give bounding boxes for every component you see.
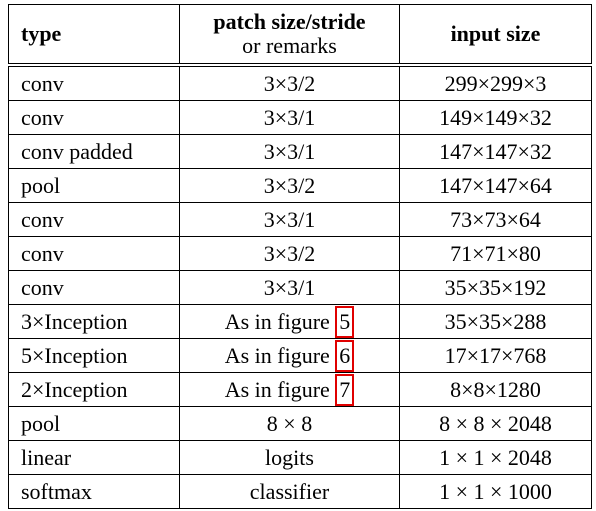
table-cell: 5×Inception xyxy=(8,338,180,373)
table-row: conv 3×3/1 149×149×32 xyxy=(8,100,592,135)
table-cell: pool xyxy=(8,406,180,441)
table-row: linear logits 1 × 1 × 2048 xyxy=(8,440,592,475)
table-cell: conv xyxy=(8,64,180,101)
table-row: conv 3×3/1 73×73×64 xyxy=(8,202,592,237)
table-cell: linear xyxy=(8,440,180,475)
header-row: type patch size/stride or remarks input s… xyxy=(8,4,592,67)
table-row: 3×Inception As in figure 5 35×35×288 xyxy=(8,304,592,339)
cell-text: As in figure xyxy=(224,342,330,368)
table-cell: 149×149×32 xyxy=(399,100,592,135)
table-cell: As in figure 5 xyxy=(179,304,400,339)
table-cell: 73×73×64 xyxy=(399,202,592,237)
table-cell: pool xyxy=(8,168,180,203)
table-container: type patch size/stride or remarks input s… xyxy=(8,4,592,509)
table-row: pool 3×3/2 147×147×64 xyxy=(8,168,592,203)
table-cell: 3×3/2 xyxy=(179,168,400,203)
table-cell: logits xyxy=(179,440,400,475)
table-cell: 2×Inception xyxy=(8,372,180,407)
table-cell: 8 × 8 × 2048 xyxy=(399,406,592,441)
header-subtext: or remarks xyxy=(242,33,337,58)
header-text: patch size/stride xyxy=(213,9,366,34)
table-cell: 147×147×32 xyxy=(399,134,592,169)
table-row: softmax classifier 1 × 1 × 1000 xyxy=(8,474,592,509)
table-cell: 1 × 1 × 2048 xyxy=(399,440,592,475)
table-cell: 1 × 1 × 1000 xyxy=(399,474,592,509)
table-row: conv 3×3/2 71×71×80 xyxy=(8,236,592,271)
figure-ref: 7 xyxy=(335,373,355,406)
figure-ref: 6 xyxy=(335,339,355,372)
header-cell: patch size/stride or remarks xyxy=(179,4,400,67)
table-row: conv 3×3/2 299×299×3 xyxy=(8,64,592,101)
table-cell: 35×35×192 xyxy=(399,270,592,305)
cell-text: As in figure xyxy=(224,376,330,402)
table-cell: 71×71×80 xyxy=(399,236,592,271)
table-cell: softmax xyxy=(8,474,180,509)
table-row: conv 3×3/1 35×35×192 xyxy=(8,270,592,305)
table-cell: As in figure 6 xyxy=(179,338,400,373)
table-cell: 3×3/2 xyxy=(179,236,400,271)
table-cell: 3×3/2 xyxy=(179,64,400,101)
table-cell: classifier xyxy=(179,474,400,509)
table-cell: 8 × 8 xyxy=(179,406,400,441)
table-cell: 3×3/1 xyxy=(179,100,400,135)
table-cell: conv xyxy=(8,100,180,135)
table-cell: As in figure 7 xyxy=(179,372,400,407)
table-cell: 147×147×64 xyxy=(399,168,592,203)
header-cell: input size xyxy=(399,4,592,67)
table-row: 5×Inception As in figure 6 17×17×768 xyxy=(8,338,592,373)
table-cell: 3×Inception xyxy=(8,304,180,339)
table-cell: conv xyxy=(8,270,180,305)
table-cell: conv xyxy=(8,236,180,271)
table-cell: conv padded xyxy=(8,134,180,169)
table-cell: 299×299×3 xyxy=(399,64,592,101)
table-cell: 8×8×1280 xyxy=(399,372,592,407)
table-cell: 3×3/1 xyxy=(179,134,400,169)
table-cell: 17×17×768 xyxy=(399,338,592,373)
cell-text: As in figure xyxy=(224,308,330,334)
table-cell: conv xyxy=(8,202,180,237)
table-cell: 3×3/1 xyxy=(179,202,400,237)
header-cell: type xyxy=(8,4,180,67)
table-cell: 35×35×288 xyxy=(399,304,592,339)
table-body: conv 3×3/2 299×299×3 conv 3×3/1 149×149×32 con… xyxy=(8,64,592,509)
table-row: 2×Inception As in figure 7 8×8×1280 xyxy=(8,372,592,407)
figure-ref: 5 xyxy=(335,305,355,338)
table-row: conv padded 3×3/1 147×147×32 xyxy=(8,134,592,169)
table-cell: 3×3/1 xyxy=(179,270,400,305)
table: type patch size/stride or remarks input s… xyxy=(8,4,592,509)
